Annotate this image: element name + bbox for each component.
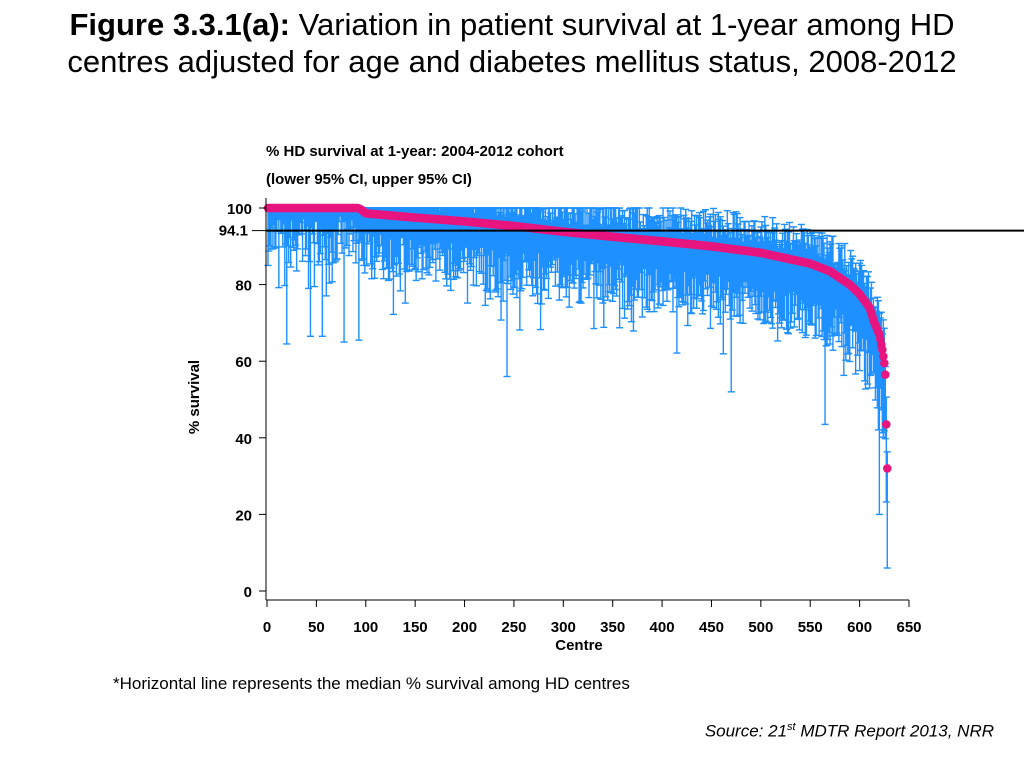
- x-tick-label: 100: [353, 619, 378, 636]
- x-tick-label: 300: [551, 619, 576, 636]
- figure-title-lead: Figure 3.3.1(a):: [69, 7, 290, 42]
- data-point: [880, 370, 890, 379]
- x-tick-label: 650: [896, 619, 921, 636]
- figure-title-text: Variation in patient survival at 1-year …: [67, 7, 957, 79]
- data-point: [882, 464, 892, 473]
- y-axis-label: % survival: [186, 360, 203, 434]
- source-suffix: MDTR Report 2013, NRR: [795, 721, 994, 741]
- x-tick-label: 550: [798, 619, 823, 636]
- data-point: [880, 358, 889, 368]
- x-axis-label: Centre: [555, 637, 603, 654]
- chart-subtitle: (lower 95% CI, upper 95% CI): [266, 171, 472, 188]
- y-tick-label: 80: [235, 278, 252, 295]
- y-tick-label: 60: [235, 354, 252, 371]
- source-superscript: st: [787, 721, 796, 733]
- chart-title: % HD survival at 1-year: 2004-2012 cohor…: [266, 143, 564, 160]
- x-tick-label: 200: [452, 619, 477, 636]
- x-tick-label: 600: [847, 619, 872, 636]
- source-prefix: Source: 21: [704, 721, 788, 741]
- y-tick-label: 0: [244, 584, 252, 601]
- footnote: *Horizontal line represents the median %…: [113, 674, 630, 693]
- x-tick-label: 500: [748, 619, 773, 636]
- x-tick-label: 250: [501, 619, 526, 636]
- y-tick-label: 20: [235, 507, 252, 524]
- x-tick-label: 50: [308, 619, 325, 636]
- data-point: [878, 345, 887, 355]
- data-point: [879, 352, 888, 361]
- x-tick-label: 150: [403, 619, 428, 636]
- data-point: [881, 420, 891, 429]
- x-tick-label: 400: [650, 619, 675, 636]
- figure-title: Figure 3.3.1(a): Variation in patient su…: [40, 6, 984, 80]
- x-tick-label: 0: [263, 619, 271, 636]
- median-label: 94.1: [219, 223, 248, 240]
- x-tick-label: 350: [600, 619, 625, 636]
- axes: 94.1 0 20 40 60 80 100 0 50 100 150 200 250 300 350 400…: [219, 198, 1024, 636]
- source-note: Source: 21st MDTR Report 2013, NRR: [705, 721, 994, 742]
- data-points: [263, 203, 892, 473]
- x-tick-label: 450: [699, 619, 724, 636]
- y-tick-label: 100: [227, 201, 252, 218]
- y-tick-label: 40: [235, 431, 252, 448]
